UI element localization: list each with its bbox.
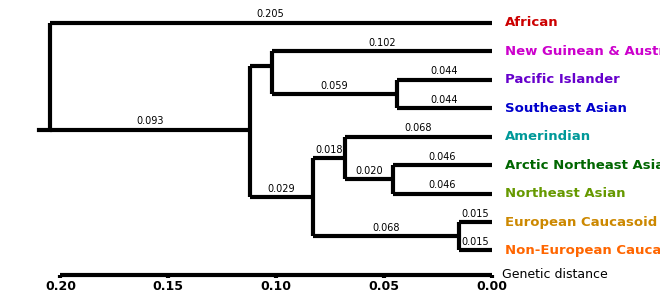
- Text: 0.044: 0.044: [430, 66, 458, 76]
- Text: 0.029: 0.029: [268, 184, 295, 194]
- Text: 0.059: 0.059: [321, 81, 348, 91]
- Text: Pacific Islander: Pacific Islander: [505, 73, 619, 86]
- Text: African: African: [505, 16, 558, 29]
- Text: 0.20: 0.20: [45, 280, 76, 293]
- Text: New Guinean & Australian: New Guinean & Australian: [505, 45, 660, 58]
- Text: 0.068: 0.068: [405, 123, 432, 133]
- Text: 0.05: 0.05: [368, 280, 399, 293]
- Text: 0.044: 0.044: [430, 95, 458, 105]
- Text: Non-European Caucasoid: Non-European Caucasoid: [505, 244, 660, 257]
- Text: 0.018: 0.018: [315, 145, 343, 155]
- Text: 0.093: 0.093: [136, 116, 164, 126]
- Text: Northeast Asian: Northeast Asian: [505, 187, 625, 200]
- Text: 0.046: 0.046: [428, 180, 456, 190]
- Text: 0.015: 0.015: [462, 209, 489, 219]
- Text: 0.015: 0.015: [462, 237, 489, 247]
- Text: Arctic Northeast Asian: Arctic Northeast Asian: [505, 159, 660, 172]
- Text: 0.10: 0.10: [261, 280, 292, 293]
- Text: Southeast Asian: Southeast Asian: [505, 102, 626, 115]
- Text: 0.102: 0.102: [368, 38, 395, 48]
- Text: 0.15: 0.15: [153, 280, 183, 293]
- Text: 0.068: 0.068: [372, 223, 400, 233]
- Text: European Caucasoid: European Caucasoid: [505, 216, 657, 228]
- Text: 0.205: 0.205: [257, 10, 284, 19]
- Text: 0.00: 0.00: [477, 280, 507, 293]
- Text: 0.020: 0.020: [355, 166, 383, 176]
- Text: Amerindian: Amerindian: [505, 130, 591, 143]
- Text: 0.046: 0.046: [428, 152, 456, 162]
- Text: Genetic distance: Genetic distance: [502, 268, 609, 281]
